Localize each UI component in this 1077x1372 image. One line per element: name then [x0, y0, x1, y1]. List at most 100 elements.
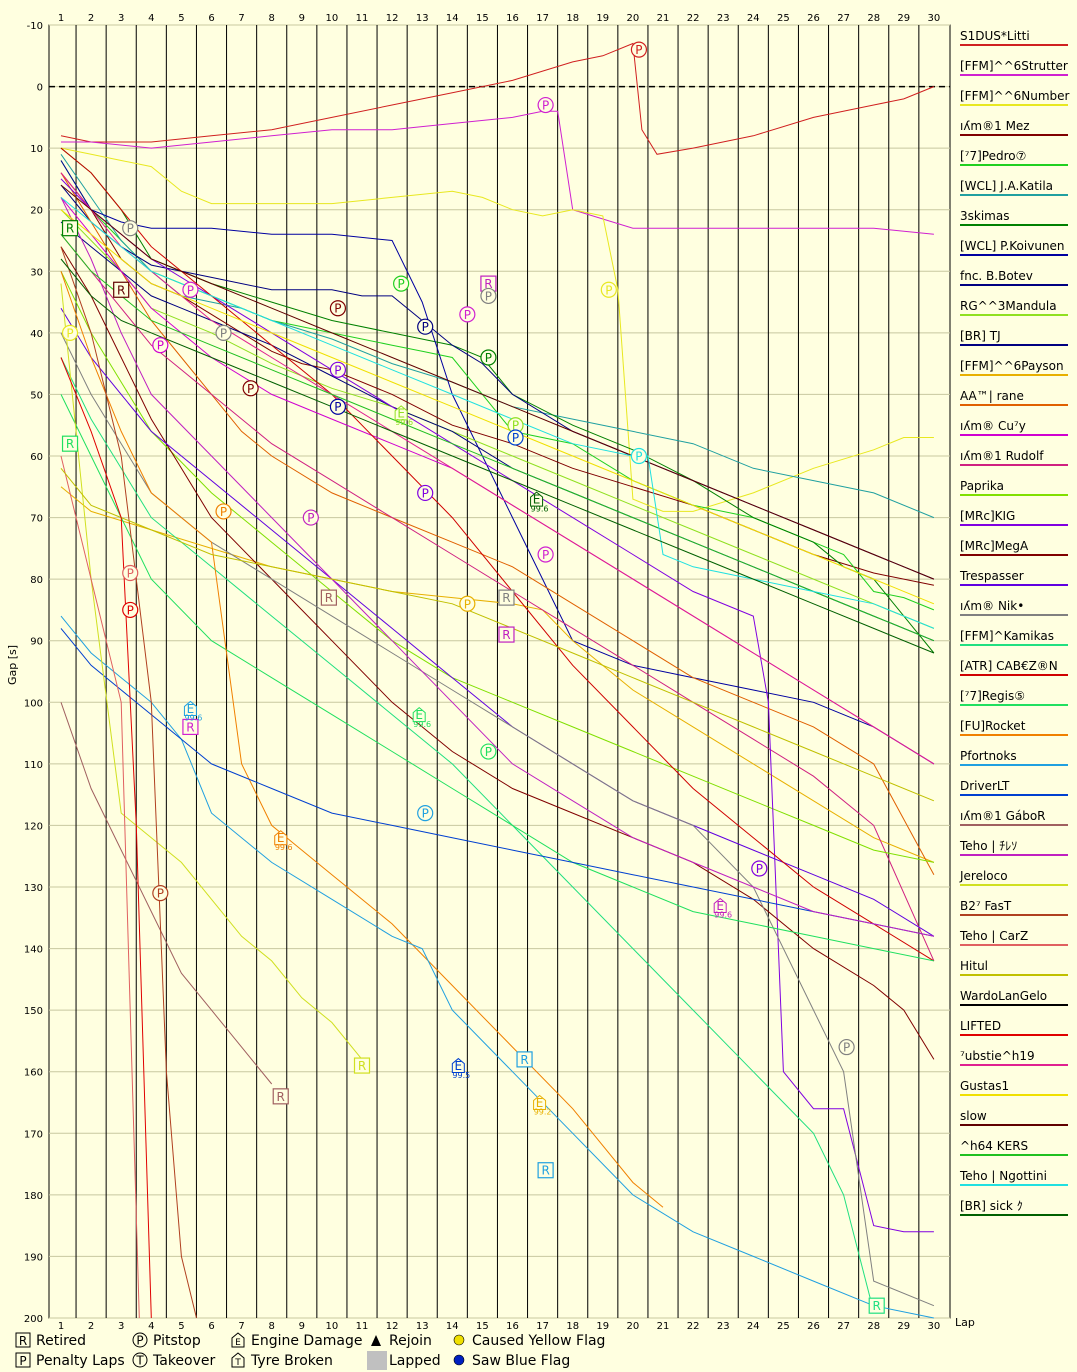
series-line [60, 357, 152, 1319]
event-marker-symbol: P [220, 326, 227, 340]
series-line [60, 184, 935, 580]
key-triangle [371, 1335, 381, 1346]
series-lines [60, 42, 935, 1319]
event-marker: P [600, 281, 617, 298]
legend-entry-name: [FFM]^^6Payson [960, 359, 1064, 373]
retired-marker-shape [320, 589, 337, 606]
event-marker-symbol: P [127, 603, 134, 617]
legend: S1DUS*Litti [FFM]^^6Strutter [FFM]^^6Numbe… [959, 29, 1070, 1216]
x-tick-label-bottom: 9 [299, 1321, 305, 1332]
x-tick-label-top: 21 [657, 13, 670, 24]
pitstop-marker-shape [182, 281, 199, 298]
legend-entry-name: ⁷ubstie^h19 [960, 1049, 1035, 1063]
x-tick-label-top: 6 [208, 13, 214, 24]
series-line [60, 233, 935, 962]
x-tick-label-top: 12 [386, 13, 399, 24]
pitstop-marker-shape [630, 41, 648, 58]
retired-marker-shape [516, 1051, 533, 1068]
x-tick-label-bottom: 11 [356, 1321, 369, 1332]
y-tick-label: 200 [24, 1314, 43, 1325]
damage-annotation: 99.2 [534, 1108, 552, 1117]
series-line [60, 258, 935, 654]
event-marker-symbol: R [520, 1053, 528, 1067]
legend-entry-name: Gustas1 [960, 1079, 1009, 1093]
x-tick-label-bottom: 2 [88, 1321, 94, 1332]
pitstop-marker-shape [329, 300, 347, 317]
pitstop-marker-shape [302, 509, 319, 526]
x-tick-label-top: 19 [596, 13, 609, 24]
event-marker-symbol: R [117, 283, 125, 297]
damage-annotation: 99.6 [714, 911, 732, 920]
event-marker: P [459, 306, 476, 323]
event-marker: P [751, 860, 768, 877]
damage-annotation: 99.6 [395, 418, 413, 427]
event-marker-symbol: P [127, 222, 134, 236]
event-marker: R [537, 1162, 554, 1179]
retired-marker-shape [537, 1162, 554, 1179]
key-label: Lapped [389, 1353, 441, 1369]
event-marker-symbol: P [605, 283, 612, 297]
y-tick-label: 30 [30, 267, 43, 278]
event-marker-symbol: R [277, 1090, 285, 1104]
event-marker: P [329, 398, 347, 415]
legend-entry-name: ıʎm®1 Mez [960, 119, 1030, 133]
event-marker: P [393, 275, 410, 292]
event-marker-symbol: P [635, 43, 642, 57]
legend-entry-name: AA™| rane [960, 389, 1024, 403]
retired-marker-shape [353, 1057, 371, 1074]
key-label: Rejoin [389, 1333, 432, 1349]
event-marker-symbol: P [187, 283, 194, 297]
event-marker: P [459, 595, 476, 612]
event-marker-symbol: P [485, 745, 492, 759]
event-marker: P [630, 41, 648, 58]
event-marker-symbol: R [541, 1164, 549, 1178]
retired-marker-shape [272, 1088, 289, 1105]
event-marker-symbol: P [542, 99, 549, 113]
legend-entry-name: [FFM]^^6Number [960, 89, 1070, 103]
y-tick-label: 180 [24, 1191, 43, 1202]
x-tick-label-bottom: 8 [269, 1321, 275, 1332]
key-circle [132, 1332, 148, 1348]
pitstop-marker-shape [537, 546, 554, 563]
event-marker-symbol: R [484, 277, 492, 291]
pitstop-marker-shape [242, 380, 259, 397]
legend-entry-name: [BR] sick ｸ [960, 1199, 1023, 1213]
event-marker: P [152, 885, 169, 902]
event-marker: E [530, 491, 544, 507]
event-marker-symbol: P [220, 505, 227, 519]
event-marker: P [122, 601, 139, 619]
x-tick-label-bottom: 20 [627, 1321, 640, 1332]
event-marker: P [215, 503, 232, 520]
x-axis-label: Lap [955, 1316, 975, 1329]
y-tick-label: 60 [30, 452, 43, 463]
event-marker-symbol: E [536, 1096, 544, 1110]
y-tick-label: 0 [37, 83, 43, 94]
key-label: Saw Blue Flag [472, 1353, 570, 1369]
event-marker-symbol: E [415, 708, 423, 722]
legend-entry-name: S1DUS*Litti [960, 29, 1030, 43]
x-tick-label-top: 24 [747, 13, 760, 24]
x-tick-label-bottom: 5 [178, 1321, 184, 1332]
event-marker: E [713, 897, 727, 913]
event-marker: R [61, 435, 79, 452]
legend-entry-name: [FU]Rocket [960, 719, 1026, 733]
y-tick-label: 120 [24, 821, 43, 832]
engine-marker-shape [274, 830, 288, 846]
event-marker: P [122, 564, 139, 582]
pitstop-marker-shape [215, 324, 232, 341]
damage-annotation: 99.6 [275, 843, 293, 852]
pitstop-marker-shape [417, 805, 434, 822]
x-tick-label-top: 5 [178, 13, 184, 24]
engine-marker-shape [530, 491, 544, 507]
event-marker: R [272, 1088, 289, 1105]
event-marker: P [329, 300, 347, 317]
pitstop-marker-shape [417, 484, 434, 502]
event-marker: P [630, 447, 648, 465]
x-tick-label-top: 14 [446, 13, 459, 24]
event-marker: P [537, 96, 554, 114]
pitstop-marker-shape [393, 275, 410, 292]
pitstop-marker-shape [152, 885, 169, 902]
x-tick-label-bottom: 1 [58, 1321, 64, 1332]
event-marker: P [417, 318, 434, 335]
